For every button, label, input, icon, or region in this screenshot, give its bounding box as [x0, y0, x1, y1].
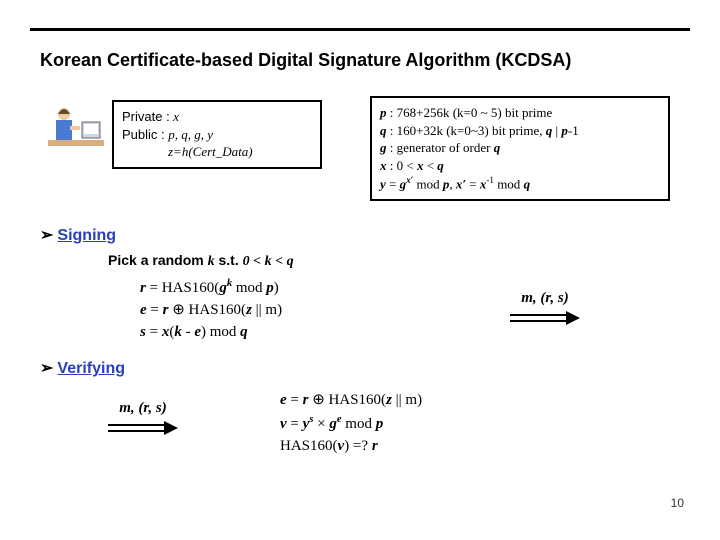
- param-p: p : 768+256k (k=0 ~ 5) bit prime: [380, 104, 660, 122]
- person-at-desk-icon: [46, 100, 106, 160]
- page-title: Korean Certificate-based Digital Signatu…: [40, 50, 571, 71]
- mrs-text-2: m, (r, s): [119, 400, 167, 416]
- key-box: Private : x Public : p, q, g, y z=h(Cert…: [112, 100, 322, 169]
- pick-text2: s.t.: [215, 252, 243, 268]
- public-label: Public :: [122, 127, 168, 142]
- top-rule: [30, 28, 690, 31]
- right-arrow-icon: [108, 421, 178, 435]
- bullet-arrow-icon: ➢: [40, 360, 53, 377]
- pick-text1: Pick a random: [108, 252, 208, 268]
- verifying-label: Verifying: [57, 360, 125, 377]
- z-line: z=h(Cert_Data): [168, 143, 312, 161]
- message-sig-out: m, (r, s): [510, 290, 580, 325]
- page-number: 10: [671, 496, 684, 510]
- mrs-text-1: m, (r, s): [521, 290, 569, 306]
- public-val: p, q, g, y: [168, 127, 213, 142]
- verifying-header: ➢Verifying: [40, 358, 125, 378]
- right-arrow-icon: [510, 311, 580, 325]
- verifying-equations: e = r ⊕ HAS160(z || m) v = ys × ge mod p…: [280, 390, 422, 457]
- param-x: x : 0 < x < q: [380, 157, 660, 175]
- ver-l3: HAS160(v) =? r: [280, 436, 422, 458]
- private-val: x: [173, 109, 179, 124]
- bullet-arrow-icon: ➢: [40, 227, 53, 244]
- param-box: p : 768+256k (k=0 ~ 5) bit prime q : 160…: [370, 96, 670, 201]
- public-key-line: Public : p, q, g, y: [122, 126, 312, 144]
- pick-random-line: Pick a random k s.t. 0 < k < q: [108, 252, 294, 270]
- sign-l2: e = r ⊕ HAS160(z || m): [140, 300, 282, 322]
- signing-header: ➢Signing: [40, 225, 116, 245]
- param-y: y = gx′ mod p, x′ = x-1 mod q: [380, 174, 660, 193]
- pick-k: k: [208, 254, 215, 269]
- private-label: Private :: [122, 109, 173, 124]
- signing-equations: r = HAS160(gk mod p) e = r ⊕ HAS160(z ||…: [140, 276, 282, 343]
- ver-l1: e = r ⊕ HAS160(z || m): [280, 390, 422, 412]
- signing-label: Signing: [57, 227, 116, 244]
- sign-l1: r = HAS160(gk mod p): [140, 276, 282, 300]
- sign-l3: s = x(k - e) mod q: [140, 322, 282, 344]
- pick-cond: 0 < k < q: [243, 254, 294, 269]
- param-q: q : 160+32k (k=0~3) bit prime, q | p-1: [380, 122, 660, 140]
- ver-l2: v = ys × ge mod p: [280, 412, 422, 436]
- message-sig-in: m, (r, s): [108, 400, 178, 435]
- param-g: g : generator of order q: [380, 139, 660, 157]
- private-key-line: Private : x: [122, 108, 312, 126]
